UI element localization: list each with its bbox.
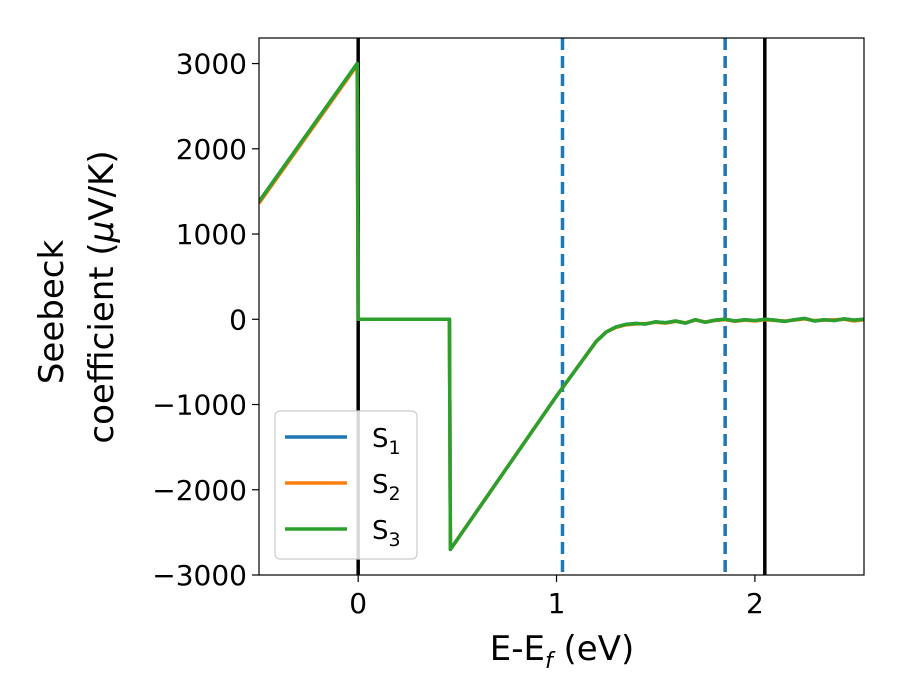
y-ticks: −3000 −2000 −1000 0 1000 2000 3000 bbox=[152, 48, 259, 592]
y-tick-label: 1000 bbox=[176, 218, 247, 251]
axes-frame bbox=[258, 37, 865, 576]
series-line-3 bbox=[259, 61, 864, 552]
y-tick-label: −2000 bbox=[152, 474, 247, 507]
x-axis-label: E-Ef (eV) bbox=[490, 629, 635, 674]
axes-border bbox=[258, 37, 865, 576]
legend-label-1: S1 bbox=[372, 424, 401, 459]
legend: S1 S2 S3 bbox=[274, 410, 418, 560]
y-axis-label-line1: Seebeck bbox=[32, 240, 72, 385]
legend-label-3: S3 bbox=[372, 516, 401, 551]
y-axis-label-line2: coefficient (μV/K) bbox=[82, 150, 122, 443]
x-tick-label: 0 bbox=[349, 587, 367, 620]
y-tick-label: −3000 bbox=[152, 559, 247, 592]
y-tick-label: 3000 bbox=[176, 48, 247, 81]
legend-box bbox=[274, 410, 418, 560]
x-ticks: 0 1 2 bbox=[349, 575, 764, 620]
y-tick-label: 0 bbox=[229, 303, 247, 336]
y-tick-label: 2000 bbox=[176, 133, 247, 166]
y-axis-label: Seebeck coefficient (μV/K) bbox=[32, 150, 122, 443]
x-tick-label: 1 bbox=[548, 587, 566, 620]
x-tick-label: 2 bbox=[746, 587, 764, 620]
legend-label-2: S2 bbox=[372, 470, 401, 505]
series-lines bbox=[259, 61, 864, 552]
y-tick-label: −1000 bbox=[152, 389, 247, 422]
